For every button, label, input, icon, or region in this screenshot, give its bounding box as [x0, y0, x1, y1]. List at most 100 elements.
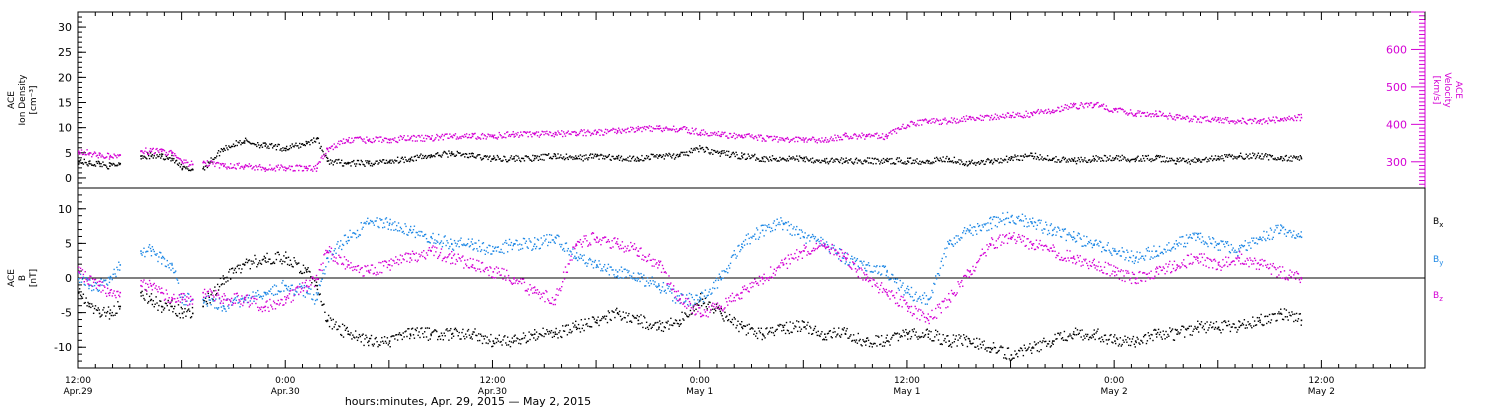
data-point — [865, 337, 868, 340]
data-point — [484, 135, 486, 137]
data-point — [921, 124, 923, 126]
data-point — [543, 335, 545, 338]
data-point — [397, 222, 400, 224]
data-point — [1099, 156, 1101, 159]
data-point — [291, 165, 293, 168]
density-axis-label: ACEIon Density[cm⁻³] — [7, 74, 39, 126]
data-point — [864, 138, 866, 140]
data-point — [564, 325, 567, 327]
data-point — [743, 244, 746, 246]
data-point — [275, 165, 278, 167]
data-point — [658, 154, 661, 156]
data-point — [188, 164, 191, 166]
data-point — [1005, 155, 1008, 157]
data-point — [1263, 156, 1265, 158]
data-point — [1108, 110, 1110, 113]
data-point — [879, 163, 881, 165]
data-point — [988, 158, 990, 161]
data-point — [758, 330, 761, 332]
data-point — [462, 244, 464, 247]
data-point — [639, 280, 641, 283]
data-point — [662, 127, 665, 130]
data-point — [701, 146, 704, 149]
data-point — [1213, 158, 1216, 160]
data-point — [1040, 158, 1042, 160]
data-point — [946, 155, 948, 158]
data-point — [882, 138, 885, 140]
data-point — [962, 116, 965, 118]
data-point — [982, 344, 984, 346]
data-point — [596, 131, 598, 134]
data-point — [948, 120, 950, 123]
data-point — [242, 297, 244, 299]
data-point — [1147, 115, 1150, 117]
data-point — [767, 333, 769, 335]
data-point — [1052, 343, 1054, 346]
data-point — [1065, 339, 1067, 341]
data-point — [1110, 159, 1112, 162]
data-point — [1172, 339, 1175, 341]
data-point — [1166, 157, 1168, 159]
data-point — [397, 333, 400, 336]
data-point — [533, 133, 536, 136]
data-point — [688, 314, 691, 316]
data-point — [1290, 117, 1292, 119]
data-point — [623, 316, 625, 319]
data-point — [556, 157, 558, 159]
data-point — [1114, 107, 1117, 110]
data-point — [971, 116, 973, 119]
data-point — [226, 147, 228, 149]
data-point — [684, 301, 686, 303]
data-point — [409, 333, 412, 335]
data-point — [247, 297, 250, 299]
data-point — [356, 136, 359, 139]
data-point — [280, 258, 282, 261]
data-point — [97, 290, 99, 292]
data-point — [578, 132, 581, 134]
data-point — [469, 245, 472, 247]
data-point — [1154, 159, 1156, 161]
data-point — [157, 260, 159, 263]
data-point — [1128, 159, 1130, 162]
data-point — [759, 332, 762, 334]
data-point — [631, 314, 634, 317]
data-point — [374, 139, 376, 142]
data-point — [218, 298, 221, 300]
data-point — [741, 326, 743, 329]
data-point — [906, 162, 908, 165]
data-point — [144, 299, 146, 301]
data-point — [1053, 157, 1055, 159]
data-point — [405, 159, 407, 161]
data-point — [679, 153, 681, 155]
data-point — [1128, 160, 1131, 163]
data-point — [646, 157, 649, 159]
data-point — [1197, 159, 1199, 161]
data-point — [998, 162, 1000, 164]
data-point — [672, 300, 674, 302]
data-point — [87, 165, 89, 167]
data-point — [1233, 155, 1235, 158]
data-point — [845, 330, 847, 332]
data-point — [748, 237, 750, 240]
data-point — [569, 133, 571, 135]
data-point — [1079, 161, 1081, 163]
data-point — [420, 140, 422, 142]
data-point — [93, 151, 96, 153]
data-point — [810, 138, 813, 140]
data-point — [513, 156, 515, 158]
data-point — [850, 158, 852, 160]
data-point — [585, 323, 587, 326]
data-point — [230, 163, 232, 165]
data-point — [308, 287, 310, 290]
data-point — [402, 332, 404, 334]
data-point — [374, 162, 376, 164]
data-point — [593, 130, 596, 132]
data-point — [529, 240, 531, 242]
data-point — [935, 156, 938, 159]
data-point — [186, 310, 188, 313]
data-point — [931, 162, 933, 165]
data-point — [629, 274, 631, 277]
data-point — [167, 299, 169, 302]
data-point — [348, 136, 350, 139]
data-point — [253, 165, 255, 168]
